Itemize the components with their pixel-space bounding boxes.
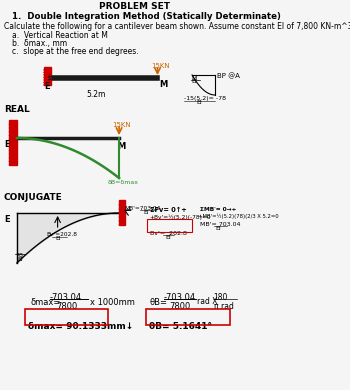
Text: θB=: θB= — [150, 298, 168, 307]
Text: Calculate the following for a cantilever beam shown. Assume constant EI of 7,800: Calculate the following for a cantilever… — [4, 22, 350, 31]
Text: M: M — [159, 80, 167, 89]
Text: CONJUGATE: CONJUGATE — [4, 193, 63, 202]
Text: 180: 180 — [214, 293, 228, 302]
Text: EI: EI — [55, 236, 61, 241]
Bar — [25, 309, 108, 325]
Text: BP @A: BP @A — [217, 73, 240, 80]
Bar — [9, 120, 17, 165]
Text: EI: EI — [216, 226, 222, 231]
Text: 78: 78 — [15, 253, 23, 258]
Text: Bv'=  202.8: Bv'= 202.8 — [150, 231, 187, 236]
Text: δmax=: δmax= — [31, 298, 61, 307]
Text: E: E — [4, 140, 9, 149]
Text: 1.  Double Integration Method (Statically Determinate): 1. Double Integration Method (Statically… — [12, 12, 280, 21]
Text: +Bv'=½(5.2)(-78)=0: +Bv'=½(5.2)(-78)=0 — [150, 215, 211, 220]
Text: c.  slope at the free end degrees.: c. slope at the free end degrees. — [12, 47, 138, 56]
Text: δmax= 90.1333mm↓: δmax= 90.1333mm↓ — [28, 322, 134, 331]
Text: 15KN: 15KN — [151, 63, 170, 69]
Text: EI: EI — [17, 257, 23, 262]
Text: ΣMB'= 0→+: ΣMB'= 0→+ — [200, 207, 236, 212]
Text: a.  Vertical Reaction at M: a. Vertical Reaction at M — [12, 31, 107, 40]
Text: π rad: π rad — [214, 302, 234, 311]
Text: θB= 5.1641°: θB= 5.1641° — [149, 322, 212, 331]
Text: REAL: REAL — [4, 105, 30, 114]
Text: -15(5.2)= -78: -15(5.2)= -78 — [184, 96, 226, 101]
Text: 7800: 7800 — [169, 302, 190, 311]
Text: -703.04: -703.04 — [164, 293, 196, 302]
Text: 7800: 7800 — [56, 302, 77, 311]
Text: 15KN: 15KN — [112, 122, 131, 128]
Text: x 1000mm: x 1000mm — [90, 298, 135, 307]
Text: b.  δmax., mm: b. δmax., mm — [12, 39, 66, 48]
Text: δB=δmax: δB=δmax — [107, 180, 139, 185]
Text: EI: EI — [197, 100, 202, 105]
Text: M: M — [117, 142, 125, 151]
Bar — [119, 200, 125, 225]
Text: E: E — [4, 215, 9, 224]
Text: ΣFv= 0↑+: ΣFv= 0↑+ — [150, 207, 187, 213]
Text: MB'=703.04: MB'=703.04 — [125, 206, 161, 211]
Text: PROBLEM SET: PROBLEM SET — [99, 2, 170, 11]
Bar — [44, 67, 51, 85]
Text: EI: EI — [165, 235, 171, 240]
Text: MB'= 703.04: MB'= 703.04 — [200, 222, 240, 227]
Text: M: M — [191, 76, 197, 81]
Text: rad X: rad X — [197, 297, 220, 306]
Text: -703.04: -703.04 — [50, 293, 82, 302]
Text: +MB'=½(5.2)(78)(2/3 X 5.2=0: +MB'=½(5.2)(78)(2/3 X 5.2=0 — [198, 214, 279, 219]
Text: 5.2m: 5.2m — [86, 90, 106, 99]
Text: EI: EI — [191, 79, 197, 84]
Bar — [147, 219, 192, 232]
Text: E: E — [44, 82, 50, 91]
Text: Bv'=202.8: Bv'=202.8 — [46, 232, 77, 237]
Text: EI: EI — [143, 210, 148, 215]
Bar — [146, 309, 230, 325]
